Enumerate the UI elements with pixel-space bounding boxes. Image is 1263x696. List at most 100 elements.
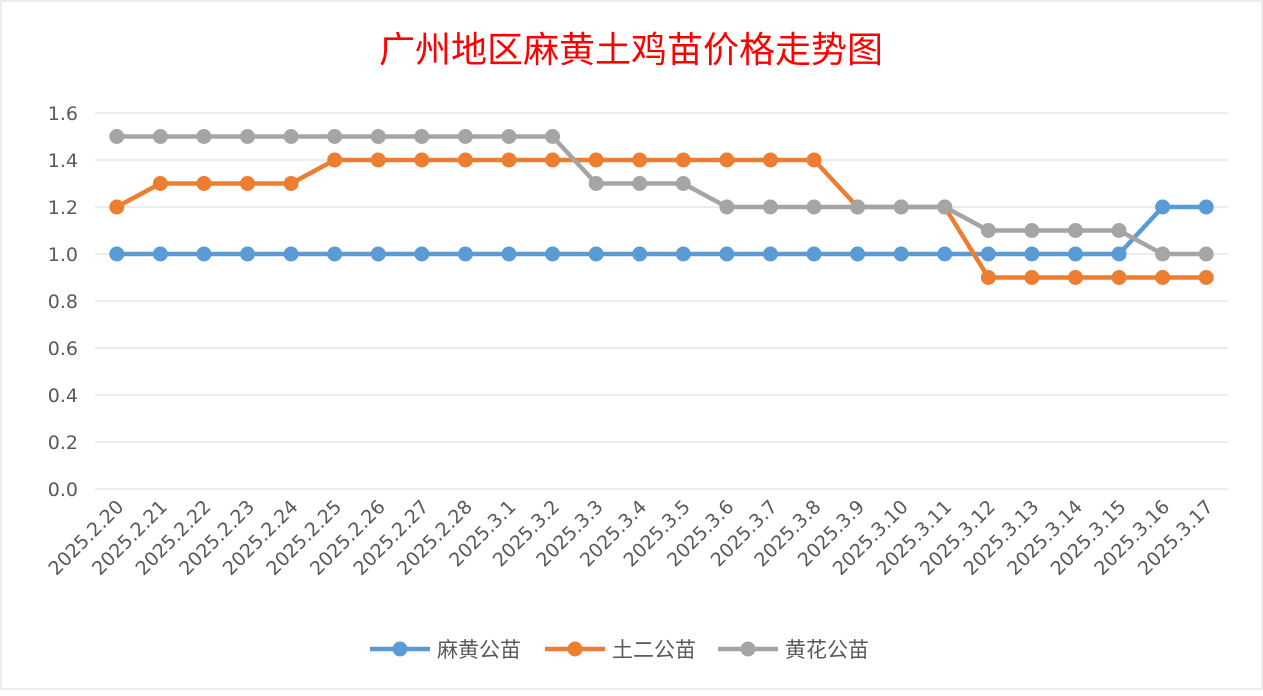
data-point [501,129,517,144]
legend-label: 黄花公苗 [785,638,869,662]
legend-marker [567,641,583,657]
data-point [937,199,953,215]
data-point [109,199,125,215]
data-point [632,176,648,191]
data-point [588,246,604,262]
y-tick-label: 0.2 [48,432,78,454]
data-point [1111,223,1127,238]
data-point [196,246,212,262]
data-point [588,176,604,191]
data-point [1198,246,1214,262]
data-point [1155,270,1171,285]
data-point [152,246,168,262]
y-tick-label: 1.2 [48,197,78,219]
data-point [370,129,386,144]
data-point [545,129,561,144]
data-point [980,223,996,238]
data-point [937,246,953,262]
data-point [1198,270,1214,285]
y-tick-label: 0.0 [48,479,78,501]
chart-title: 广州地区麻黄土鸡苗价格走势图 [379,30,883,71]
data-point [370,152,386,168]
data-point [1024,270,1040,285]
y-tick-label: 1.0 [48,244,78,266]
data-point [327,246,343,262]
data-point [1155,199,1171,215]
data-point [414,152,430,168]
data-point [327,129,343,144]
data-point [240,176,256,191]
legend-item: 土二公苗 [545,638,696,662]
data-point [762,152,778,168]
data-point [719,246,735,262]
data-point [327,152,343,168]
data-point [152,129,168,144]
data-point [109,246,125,262]
data-point [457,152,473,168]
y-tick-label: 1.4 [48,150,78,172]
data-point [588,152,604,168]
data-point [196,129,212,144]
data-point [1067,270,1083,285]
data-point [675,246,691,262]
data-point [240,129,256,144]
y-tick-label: 0.6 [48,338,78,360]
data-point [1155,246,1171,262]
data-point [545,152,561,168]
legend-item: 黄花公苗 [718,638,869,662]
data-point [283,246,299,262]
data-point [1067,223,1083,238]
data-point [457,246,473,262]
data-point [414,246,430,262]
data-point [414,129,430,144]
data-point [501,246,517,262]
legend-marker [392,641,408,657]
legend-item: 麻黄公苗 [370,638,521,662]
series-1 [109,199,1214,262]
data-point [719,199,735,215]
y-tick-label: 0.4 [48,385,78,407]
data-point [1067,246,1083,262]
data-point [850,246,866,262]
y-axis-ticks: 0.0 0.2 0.4 0.6 0.8 1.0 1.2 1.4 1.6 [48,103,78,501]
legend-label: 麻黄公苗 [437,638,521,662]
data-point [240,246,256,262]
data-point [806,199,822,215]
data-point [632,152,648,168]
legend-label: 土二公苗 [612,638,696,662]
data-point [457,129,473,144]
data-point [675,176,691,191]
data-point [762,246,778,262]
data-point [545,246,561,262]
legend-marker [740,641,756,657]
data-point [980,270,996,285]
data-point [893,246,909,262]
data-point [850,199,866,215]
data-point [283,129,299,144]
data-point [675,152,691,168]
data-point [196,176,212,191]
data-point [1111,270,1127,285]
legend: 麻黄公苗 土二公苗 黄花公苗 [370,638,869,662]
data-point [1111,246,1127,262]
series-group [109,129,1214,285]
data-point [1024,223,1040,238]
y-tick-label: 1.6 [48,103,78,125]
data-point [370,246,386,262]
data-point [762,199,778,215]
data-point [1198,199,1214,215]
data-point [283,176,299,191]
data-point [980,246,996,262]
y-tick-label: 0.8 [48,291,78,313]
series-3 [109,129,1214,262]
data-point [152,176,168,191]
data-point [1024,246,1040,262]
data-point [893,199,909,215]
data-point [719,152,735,168]
data-point [806,246,822,262]
data-point [109,129,125,144]
data-point [501,152,517,168]
